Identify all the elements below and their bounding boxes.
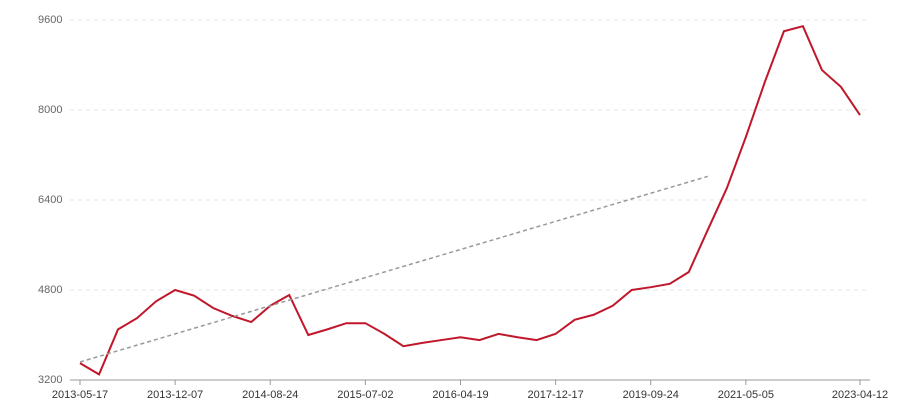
y-tick-label: 4800 <box>38 284 62 296</box>
x-tick-label: 2013-05-17 <box>52 389 108 400</box>
trend-line <box>79 175 709 363</box>
x-tick-label: 2014-08-24 <box>242 389 298 400</box>
y-tick-label: 8000 <box>38 104 62 116</box>
x-tick-label: 2019-09-24 <box>623 389 679 400</box>
y-tick-label: 6400 <box>38 194 62 206</box>
x-tick-label: 2013-12-07 <box>147 389 203 400</box>
y-tick-label: 9600 <box>38 14 62 26</box>
data-line <box>79 24 861 376</box>
x-tick-label: 2023-04-12 <box>832 389 888 400</box>
y-tick-label: 3200 <box>38 374 62 386</box>
x-tick-label: 2017-12-17 <box>527 389 583 400</box>
x-tick-label: 2021-05-05 <box>718 389 774 400</box>
x-tick-label: 2015-07-02 <box>337 389 393 400</box>
x-tick-label: 2016-04-19 <box>432 389 488 400</box>
